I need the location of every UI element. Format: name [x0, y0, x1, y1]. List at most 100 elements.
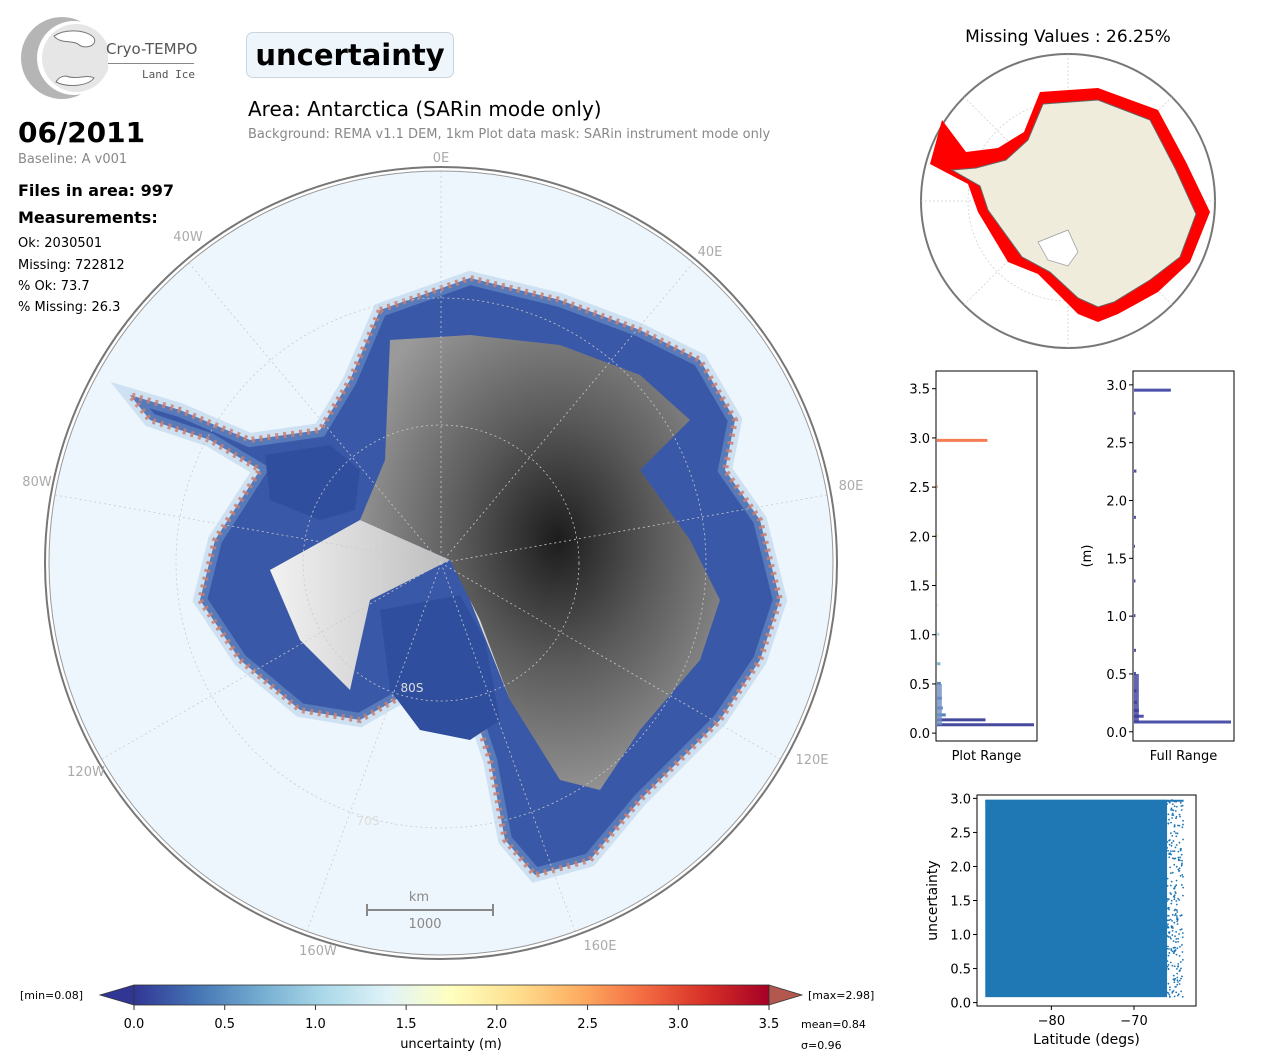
scatter-point	[1166, 841, 1169, 843]
scatter-point	[1172, 989, 1175, 992]
scatter-point	[1181, 826, 1184, 829]
scatter-point	[1170, 880, 1173, 883]
scatter-point	[1167, 954, 1170, 957]
scatter-point	[1170, 899, 1173, 902]
scatter-point	[1174, 810, 1177, 812]
colorbar-max-extend	[768, 984, 804, 1006]
scatter-point	[1179, 856, 1182, 859]
scatter-point	[1175, 815, 1178, 818]
colorbar: [min=0.08] [max=2.98] 0.0 0.5 1.0 1.5 2.0 2.5…	[20, 984, 874, 1052]
scatter-point	[1171, 817, 1174, 819]
scatter-point	[1180, 853, 1183, 856]
scatter-point	[1170, 853, 1172, 856]
scatter-point	[1180, 809, 1183, 811]
scatter-point	[1166, 935, 1169, 937]
area-title: Area: Antarctica (SARin mode only)	[248, 97, 602, 121]
scatter-point	[1180, 884, 1183, 886]
scatter-y-tick-label: 2.0	[950, 860, 971, 875]
colorbar-sigma: σ=0.96	[801, 1039, 842, 1052]
scatter-point	[1170, 926, 1173, 929]
scatter-point	[1176, 947, 1179, 950]
scatter-point	[1176, 920, 1179, 923]
scatter-point	[1175, 817, 1177, 820]
scatter-point	[1174, 949, 1177, 951]
scatter-point	[1180, 967, 1182, 970]
scatter-point	[1180, 864, 1183, 867]
lon-label-40w: 40W	[173, 230, 203, 245]
scatter-point	[1175, 844, 1178, 846]
lon-label-80e: 80E	[839, 479, 864, 494]
histogram-y-tick-label: 3.5	[909, 383, 930, 398]
lon-label-160e: 160E	[583, 939, 616, 954]
scatter-latitude-uncertainty: 0.0 0.5 1.0 1.5 2.0 2.5 3.0 −80 −70 Latitude (deg…	[925, 792, 1197, 1048]
scatter-point	[1174, 891, 1177, 893]
scatter-point	[1181, 874, 1184, 876]
lon-label-0e: 0E	[433, 151, 450, 166]
scatter-point	[1170, 893, 1172, 896]
scatter-point	[1180, 928, 1183, 931]
lon-label-40e: 40E	[698, 245, 723, 260]
scatter-point	[1176, 918, 1179, 920]
scatter-point	[1177, 850, 1180, 853]
scatter-point	[1172, 978, 1175, 981]
scatter-point	[1175, 900, 1178, 902]
scatter-point	[1173, 887, 1176, 890]
scatter-point	[1182, 886, 1185, 889]
scatter-point	[1173, 830, 1176, 833]
scatter-point	[1175, 985, 1177, 988]
histogram-y-tick-label: 1.0	[909, 629, 930, 644]
scatter-point	[1180, 977, 1182, 980]
scatter-point	[1181, 975, 1183, 978]
scatter-point	[1179, 969, 1182, 972]
scatter-point	[1181, 995, 1184, 998]
scatter-point	[1172, 840, 1175, 842]
scatter-y-tick-label: 1.5	[950, 895, 971, 910]
scatter-point	[1172, 895, 1175, 898]
scatter-point	[1176, 983, 1179, 986]
scatter-point	[1171, 857, 1174, 860]
scatter-point	[1174, 914, 1176, 917]
scatter-point	[1166, 877, 1169, 880]
histogram-bar	[1134, 614, 1136, 618]
scatter-point	[1177, 897, 1179, 900]
histogram-bar	[1134, 671, 1136, 675]
scatter-point	[1179, 848, 1182, 850]
scatter-point	[1166, 907, 1168, 910]
scatter-point	[1180, 805, 1183, 807]
stat-percent-missing: % Missing: 26.3	[18, 300, 121, 315]
scatter-point	[1168, 988, 1171, 991]
histogram-bar	[937, 438, 988, 442]
scatter-point	[1166, 947, 1169, 950]
scatter-point	[1180, 990, 1183, 993]
scatter-point	[1168, 801, 1171, 804]
scatter-point	[1169, 936, 1172, 939]
colorbar-max-label: [max=2.98]	[808, 989, 874, 1002]
scatter-point	[1168, 818, 1170, 821]
scatter-point	[1166, 919, 1169, 922]
scatter-point	[1166, 900, 1168, 902]
histogram-bar	[937, 603, 939, 607]
scatter-point	[1168, 919, 1171, 922]
scatter-point	[1182, 823, 1184, 826]
missing-values-title: Missing Values : 26.25%	[965, 27, 1171, 47]
histogram-y-tick-label: 1.5	[909, 580, 930, 595]
scatter-point	[1181, 958, 1184, 961]
scatter-point	[1173, 857, 1176, 860]
scatter-point	[1178, 979, 1181, 982]
scatter-point	[1177, 993, 1180, 996]
scatter-point	[1175, 991, 1178, 994]
lon-label-120e: 120E	[795, 753, 828, 768]
scatter-point	[1182, 838, 1184, 841]
scatter-point	[1175, 865, 1178, 868]
scatter-point	[1176, 923, 1179, 925]
colorbar-tick-label: 3.5	[759, 1017, 780, 1032]
scatter-point	[1167, 822, 1170, 825]
histogram-y-tick-label: 2.5	[1106, 437, 1127, 452]
scatter-point	[1178, 933, 1180, 935]
scatter-point	[1175, 903, 1178, 906]
histogram-bar	[937, 683, 942, 726]
scatter-point	[1171, 913, 1174, 916]
scatter-point	[1175, 805, 1178, 808]
scatter-point	[1169, 918, 1172, 921]
scatter-point	[1178, 870, 1180, 872]
